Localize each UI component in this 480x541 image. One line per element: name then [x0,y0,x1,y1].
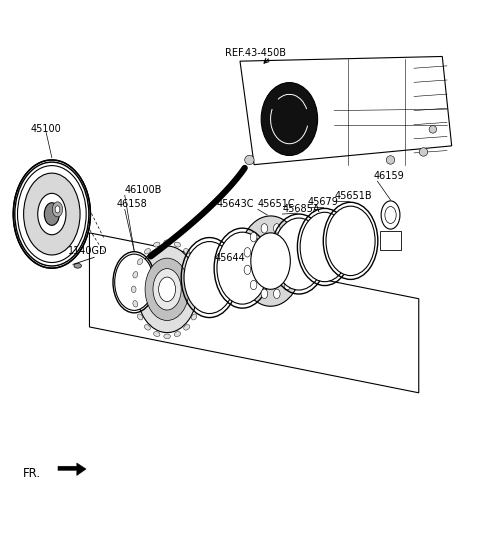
Circle shape [245,155,254,164]
Ellipse shape [133,301,138,307]
Circle shape [386,156,395,164]
Ellipse shape [144,248,150,254]
Ellipse shape [385,207,396,223]
Text: 46100B: 46100B [125,185,162,195]
Ellipse shape [74,263,82,268]
Ellipse shape [38,193,66,235]
Ellipse shape [115,254,154,311]
Ellipse shape [274,289,280,299]
Ellipse shape [164,240,170,245]
Ellipse shape [144,325,150,330]
Polygon shape [240,56,452,164]
Ellipse shape [196,272,201,278]
Ellipse shape [217,232,268,304]
Ellipse shape [154,242,160,247]
Text: 45651C: 45651C [258,199,296,209]
Ellipse shape [137,314,143,320]
Ellipse shape [132,286,136,293]
Ellipse shape [133,272,138,278]
Ellipse shape [196,301,201,307]
Circle shape [429,126,437,133]
Polygon shape [58,463,86,476]
Text: 45643C: 45643C [216,199,254,209]
Ellipse shape [145,258,189,320]
Ellipse shape [184,325,190,330]
Ellipse shape [261,83,318,155]
Ellipse shape [326,206,375,275]
Ellipse shape [198,286,203,293]
Ellipse shape [44,203,60,226]
Ellipse shape [251,233,290,289]
Text: 1140GD: 1140GD [68,246,108,256]
Ellipse shape [153,269,181,310]
Ellipse shape [164,334,170,339]
Ellipse shape [284,280,291,290]
Ellipse shape [250,280,257,290]
Ellipse shape [250,233,257,242]
Ellipse shape [239,216,302,306]
Ellipse shape [192,259,197,265]
Ellipse shape [24,173,80,255]
Bar [380,230,401,250]
Ellipse shape [300,212,349,282]
Text: REF.43-450B: REF.43-450B [225,48,286,58]
Ellipse shape [154,332,160,337]
Ellipse shape [290,265,297,275]
Ellipse shape [137,259,143,265]
Ellipse shape [17,166,86,262]
Ellipse shape [284,233,291,242]
Circle shape [419,148,428,156]
Ellipse shape [290,248,297,257]
Ellipse shape [244,265,251,275]
Text: 46159: 46159 [373,171,404,181]
Ellipse shape [274,223,280,233]
Text: 45685A: 45685A [282,204,320,214]
Text: 45679: 45679 [308,197,338,207]
Ellipse shape [192,314,197,320]
Ellipse shape [184,242,235,314]
Text: FR.: FR. [23,467,41,480]
Ellipse shape [244,248,251,257]
Ellipse shape [274,218,324,290]
Ellipse shape [261,289,268,299]
Text: 45651B: 45651B [334,191,372,201]
Ellipse shape [184,248,190,254]
Text: 45644: 45644 [214,253,245,263]
Ellipse shape [52,202,63,217]
Ellipse shape [55,206,60,213]
Ellipse shape [136,246,198,333]
Ellipse shape [174,242,180,247]
Ellipse shape [13,160,90,268]
Ellipse shape [261,223,268,233]
Ellipse shape [174,332,180,337]
Ellipse shape [158,277,176,301]
Text: 46158: 46158 [117,199,147,209]
Text: 45100: 45100 [31,124,61,134]
